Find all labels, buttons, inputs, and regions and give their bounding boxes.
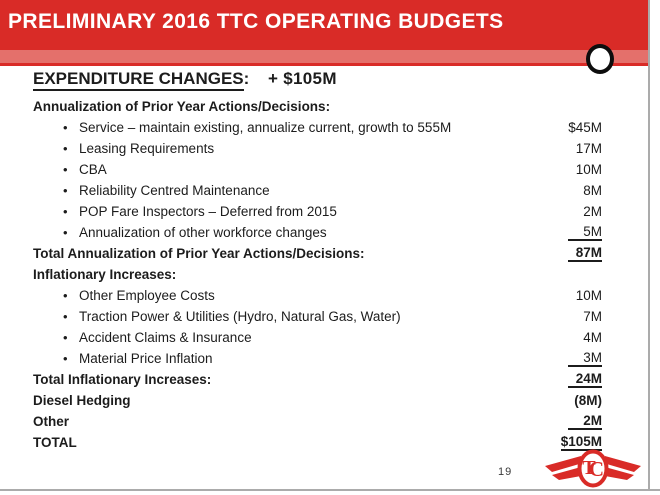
line-item-label: Other (33, 414, 70, 429)
bullet-icon: • (63, 183, 68, 198)
line-item-value: 17M (575, 141, 602, 156)
line-item-value: (8M) (574, 393, 602, 408)
svg-text:C: C (589, 457, 604, 481)
slide-title: PRELIMINARY 2016 TTC OPERATING BUDGETS (8, 10, 504, 33)
line-item-row: • Material Price Inflation 3M (33, 348, 602, 369)
line-item-value: 3M (568, 350, 602, 367)
line-item-value: 5M (568, 224, 602, 241)
line-item-row: Total Inflationary Increases: 24M (33, 369, 602, 390)
line-item-row: Total Annualization of Prior Year Action… (33, 243, 602, 264)
line-item-value: 4M (583, 330, 602, 345)
line-item-label: Material Price Inflation (79, 351, 213, 366)
header-accent-line (0, 63, 648, 66)
bullet-icon: • (63, 288, 68, 303)
slide-body: EXPENDITURE CHANGES: + $105M Annualizati… (33, 68, 602, 453)
line-item-label: Accident Claims & Insurance (79, 330, 252, 345)
line-item-row: • POP Fare Inspectors – Deferred from 201… (33, 201, 602, 222)
line-item-label: POP Fare Inspectors – Deferred from 2015 (79, 204, 337, 219)
line-item-value: 87M (568, 245, 602, 262)
bullet-icon: • (63, 351, 68, 366)
bullet-icon: • (63, 225, 68, 240)
line-item-value: 7M (583, 309, 602, 324)
line-item-value: 24M (568, 371, 602, 388)
line-item-label: Leasing Requirements (79, 141, 215, 156)
line-item-label: Annualization of other workforce changes (79, 225, 327, 240)
bullet-icon: • (63, 120, 68, 135)
line-item-row: • Other Employee Costs 10M (33, 285, 602, 306)
line-item-value: 2M (583, 204, 602, 219)
line-item-label: Reliability Centred Maintenance (79, 183, 270, 198)
line-item-label: Inflationary Increases: (33, 267, 177, 282)
bullet-icon: • (63, 309, 68, 324)
expenditure-heading-amount: + $105M (268, 69, 337, 88)
line-item-label: CBA (79, 162, 107, 177)
line-item-row: • CBA 10M (33, 159, 602, 180)
line-item-row: • Leasing Requirements 17M (33, 138, 602, 159)
line-item-value: 10M (575, 288, 602, 303)
line-item-row: Other 2M (33, 411, 602, 432)
section-heading-row: Inflationary Increases: (33, 264, 602, 285)
line-item-value: 8M (583, 183, 602, 198)
line-item-row: TOTAL $105M (33, 432, 602, 453)
svg-text:T: T (582, 457, 596, 479)
line-item-row: • Reliability Centred Maintenance 8M (33, 180, 602, 201)
bullet-icon: • (63, 162, 68, 177)
page-number: 19 (498, 466, 513, 478)
line-item-label: Diesel Hedging (33, 393, 131, 408)
line-item-row: Diesel Hedging (8M) (33, 390, 602, 411)
budget-line-items: Annualization of Prior Year Actions/Deci… (33, 96, 602, 453)
line-item-row: • Traction Power & Utilities (Hydro, Natu… (33, 306, 602, 327)
bullet-icon: • (63, 141, 68, 156)
line-item-row: • Service – maintain existing, annualize … (33, 117, 602, 138)
slide-bottom-edge (0, 489, 660, 491)
bullet-icon: • (63, 204, 68, 219)
line-item-label: Total Annualization of Prior Year Action… (33, 246, 365, 261)
ttc-logo-icon: C T (545, 449, 641, 488)
expenditure-heading-label: EXPENDITURE CHANGES (33, 69, 244, 91)
slide-header: PRELIMINARY 2016 TTC OPERATING BUDGETS (0, 0, 648, 50)
line-item-label: Total Inflationary Increases: (33, 372, 212, 387)
line-item-value: 2M (568, 413, 602, 430)
line-item-label: Traction Power & Utilities (Hydro, Natur… (79, 309, 401, 324)
line-item-label: Other Employee Costs (79, 288, 215, 303)
line-item-label: TOTAL (33, 435, 77, 450)
line-item-label: Service – maintain existing, annualize c… (79, 120, 452, 135)
expenditure-heading-colon: : (243, 69, 250, 88)
expenditure-heading: EXPENDITURE CHANGES: + $105M (33, 68, 602, 94)
line-item-value: $45M (568, 120, 602, 135)
slide: PRELIMINARY 2016 TTC OPERATING BUDGETS E… (0, 0, 648, 489)
section-heading-row: Annualization of Prior Year Actions/Deci… (33, 96, 602, 117)
line-item-label: Annualization of Prior Year Actions/Deci… (33, 99, 331, 114)
line-item-value: 10M (575, 162, 602, 177)
line-item-row: • Accident Claims & Insurance 4M (33, 327, 602, 348)
circle-icon (586, 44, 614, 74)
line-item-value: $105M (560, 434, 602, 451)
header-accent-stripe (0, 50, 648, 63)
line-item-row: • Annualization of other workforce change… (33, 222, 602, 243)
slide-right-edge (648, 0, 650, 491)
bullet-icon: • (63, 330, 68, 345)
